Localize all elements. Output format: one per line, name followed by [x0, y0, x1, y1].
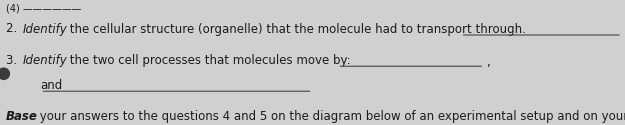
Text: ,: , — [486, 56, 489, 69]
Text: 2.: 2. — [6, 22, 21, 36]
Text: the two cell processes that molecules move by:: the two cell processes that molecules mo… — [66, 54, 350, 67]
Text: and: and — [41, 79, 63, 92]
Text: 3.: 3. — [6, 54, 21, 67]
Ellipse shape — [0, 68, 9, 79]
Text: your answers to the questions 4 and 5 on the diagram below of an experimental se: your answers to the questions 4 and 5 on… — [36, 110, 625, 123]
Text: Identify: Identify — [23, 54, 68, 67]
Text: Base: Base — [6, 110, 38, 123]
Text: the cellular structure (organelle) that the molecule had to transport through.: the cellular structure (organelle) that … — [66, 22, 526, 36]
Text: Identify: Identify — [23, 22, 68, 36]
Text: (4) ——————: (4) —————— — [6, 4, 82, 14]
